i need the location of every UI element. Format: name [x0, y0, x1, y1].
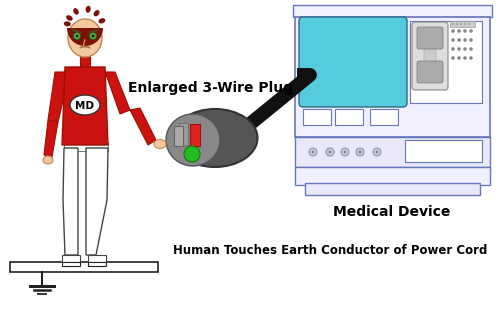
- FancyBboxPatch shape: [417, 27, 443, 49]
- Polygon shape: [48, 72, 68, 122]
- Bar: [174, 126, 183, 146]
- Bar: [62, 262, 80, 266]
- Text: Human Touches Earth Conductor of Power Cord: Human Touches Earth Conductor of Power C…: [173, 243, 487, 256]
- Ellipse shape: [94, 10, 99, 16]
- Circle shape: [469, 56, 473, 60]
- Circle shape: [460, 23, 462, 25]
- Circle shape: [463, 29, 467, 33]
- Polygon shape: [130, 108, 156, 145]
- Circle shape: [463, 56, 467, 60]
- Circle shape: [469, 29, 473, 33]
- Ellipse shape: [68, 19, 102, 57]
- Circle shape: [469, 47, 473, 51]
- Circle shape: [375, 151, 379, 154]
- Ellipse shape: [98, 18, 105, 24]
- Ellipse shape: [154, 140, 166, 149]
- Circle shape: [469, 38, 473, 42]
- Circle shape: [184, 146, 200, 162]
- Ellipse shape: [43, 156, 53, 164]
- Bar: [370, 109, 398, 125]
- Circle shape: [457, 47, 461, 51]
- Polygon shape: [62, 67, 108, 145]
- Circle shape: [457, 29, 461, 33]
- Circle shape: [451, 38, 455, 42]
- Circle shape: [344, 151, 347, 154]
- Circle shape: [468, 23, 470, 25]
- Bar: [450, 21, 475, 27]
- Polygon shape: [86, 148, 108, 255]
- Circle shape: [464, 23, 466, 25]
- Bar: [88, 255, 106, 262]
- Text: Medical Device: Medical Device: [333, 205, 451, 219]
- Bar: [424, 46, 436, 64]
- Ellipse shape: [66, 15, 73, 21]
- Bar: [80, 55, 90, 67]
- Circle shape: [456, 23, 458, 25]
- Circle shape: [451, 29, 455, 33]
- Wedge shape: [67, 28, 103, 46]
- Polygon shape: [105, 72, 130, 114]
- Bar: [410, 21, 482, 103]
- Circle shape: [309, 148, 317, 156]
- Ellipse shape: [86, 6, 91, 13]
- FancyBboxPatch shape: [412, 22, 448, 90]
- Circle shape: [451, 47, 455, 51]
- Ellipse shape: [73, 8, 79, 15]
- Circle shape: [452, 23, 454, 25]
- Circle shape: [463, 47, 467, 51]
- Circle shape: [329, 151, 332, 154]
- Bar: [295, 137, 490, 167]
- Ellipse shape: [166, 114, 220, 166]
- FancyBboxPatch shape: [299, 17, 407, 107]
- Bar: [190, 124, 200, 146]
- Bar: [293, 5, 492, 17]
- Bar: [335, 109, 363, 125]
- Bar: [295, 17, 490, 137]
- Bar: [64, 143, 108, 151]
- Circle shape: [358, 151, 361, 154]
- Circle shape: [326, 148, 334, 156]
- Circle shape: [457, 56, 461, 60]
- Bar: [10, 262, 158, 272]
- Ellipse shape: [70, 95, 100, 115]
- Bar: [305, 183, 480, 195]
- Bar: [179, 123, 188, 145]
- Circle shape: [463, 38, 467, 42]
- FancyBboxPatch shape: [417, 61, 443, 83]
- Bar: [295, 167, 490, 185]
- Text: Enlarged 3-Wire Plug: Enlarged 3-Wire Plug: [128, 81, 292, 95]
- Circle shape: [76, 35, 78, 37]
- Bar: [405, 140, 482, 162]
- Circle shape: [90, 33, 96, 40]
- Circle shape: [92, 35, 94, 37]
- Bar: [62, 255, 80, 262]
- Circle shape: [451, 56, 455, 60]
- Circle shape: [341, 148, 349, 156]
- Circle shape: [457, 38, 461, 42]
- Polygon shape: [63, 148, 78, 255]
- Polygon shape: [44, 120, 58, 157]
- Circle shape: [311, 151, 314, 154]
- Bar: [303, 109, 331, 125]
- Circle shape: [373, 148, 381, 156]
- Text: MD: MD: [76, 101, 95, 111]
- Ellipse shape: [172, 109, 258, 167]
- Bar: [88, 262, 106, 266]
- Circle shape: [356, 148, 364, 156]
- Ellipse shape: [64, 21, 71, 26]
- Circle shape: [74, 33, 81, 40]
